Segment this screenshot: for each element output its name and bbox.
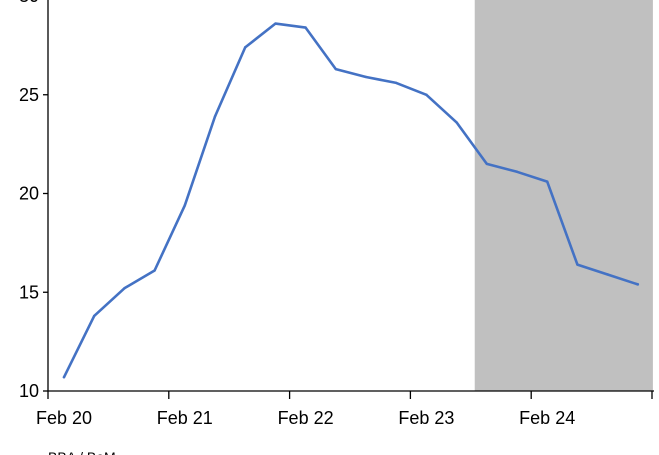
source-note: BBA / BoM... <box>48 449 127 455</box>
series-point <box>485 162 488 166</box>
series-point <box>515 170 519 173</box>
forecast-shaded-region <box>474 0 653 391</box>
x-tick-label: Feb 22 <box>278 408 334 428</box>
series-point <box>606 273 609 276</box>
series-point <box>455 121 458 124</box>
series-point <box>425 93 428 96</box>
series-point <box>304 26 307 29</box>
series-point <box>123 287 126 290</box>
series-point <box>213 115 217 118</box>
series-point <box>183 204 186 207</box>
series-point <box>153 269 156 272</box>
series-point <box>244 46 247 49</box>
series-point <box>62 375 66 379</box>
y-tick-label: 20 <box>19 184 39 204</box>
series-line <box>62 22 640 379</box>
x-tick-label: Feb 23 <box>398 408 454 428</box>
series-point <box>334 67 337 71</box>
series-point <box>364 75 368 79</box>
x-tick-label: Feb 20 <box>36 408 92 428</box>
series-point <box>576 263 579 266</box>
y-tick-label: 15 <box>19 282 39 302</box>
series-point <box>636 283 639 286</box>
y-tick-label: 30 <box>19 0 39 6</box>
x-tick-label: Feb 24 <box>519 408 575 428</box>
series-point <box>546 180 549 183</box>
series-point <box>395 81 398 85</box>
series-point <box>93 314 96 318</box>
x-tick-label: Feb 21 <box>157 408 213 428</box>
series-point <box>274 22 277 25</box>
y-tick-label: 10 <box>19 381 39 401</box>
y-tick-label: 25 <box>19 85 39 105</box>
